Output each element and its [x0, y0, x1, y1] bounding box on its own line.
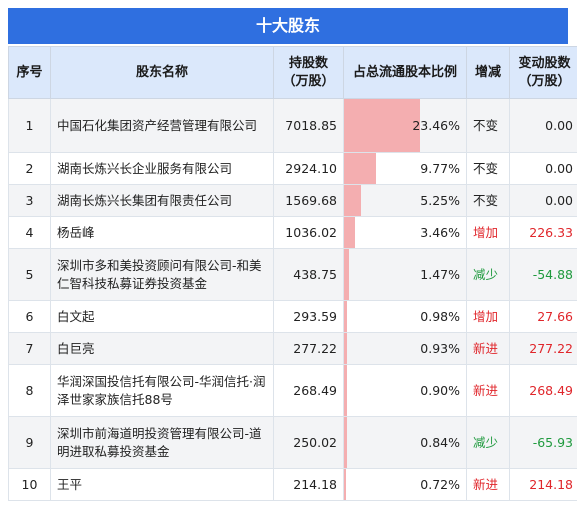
shareholder-name: 杨岳峰 [50, 216, 274, 249]
ratio-bar [344, 185, 361, 216]
ratio-bar [344, 99, 420, 152]
header-ratio: 占总流通股本比例 [343, 46, 467, 99]
ratio-cell: 5.25% [343, 184, 467, 217]
table-row: 3 湖南长炼兴长集团有限责任公司 1569.68 5.25% 不变 0.00 [8, 184, 577, 217]
shares-held: 277.22 [273, 332, 344, 365]
table-row: 8 华润深国投信托有限公司-华润信托·润泽世家家族信托88号 268.49 0.90%… [8, 364, 577, 417]
change-status: 增加 [466, 216, 510, 249]
change-status: 新进 [466, 332, 510, 365]
table-title: 十大股东 [8, 8, 568, 44]
ratio-cell: 3.46% [343, 216, 467, 249]
change-shares: 277.22 [509, 332, 577, 365]
shares-held: 1036.02 [273, 216, 344, 249]
shares-held: 1569.68 [273, 184, 344, 217]
shareholder-name: 王平 [50, 468, 274, 501]
shares-held: 293.59 [273, 300, 344, 333]
ratio-cell: 0.93% [343, 332, 467, 365]
shares-held: 438.75 [273, 248, 344, 301]
change-shares: 0.00 [509, 152, 577, 185]
ratio-cell: 9.77% [343, 152, 467, 185]
ratio-value: 5.25% [420, 192, 460, 208]
change-status: 增加 [466, 300, 510, 333]
change-status: 新进 [466, 364, 510, 417]
shares-held: 2924.10 [273, 152, 344, 185]
row-index: 2 [8, 152, 51, 185]
header-change-shares: 变动股数 （万股） [509, 46, 577, 99]
ratio-bar [344, 417, 347, 468]
change-shares: 27.66 [509, 300, 577, 333]
change-shares: 226.33 [509, 216, 577, 249]
header-change: 增减 [466, 46, 510, 99]
row-index: 10 [8, 468, 51, 501]
ratio-value: 0.84% [420, 434, 460, 450]
ratio-bar [344, 249, 349, 300]
table-row: 2 湖南长炼兴长企业服务有限公司 2924.10 9.77% 不变 0.00 [8, 152, 577, 185]
ratio-value: 0.90% [420, 382, 460, 398]
shares-held: 250.02 [273, 416, 344, 469]
ratio-value: 0.98% [420, 308, 460, 324]
change-status: 不变 [466, 184, 510, 217]
change-status: 新进 [466, 468, 510, 501]
table-row: 7 白巨亮 277.22 0.93% 新进 277.22 [8, 332, 577, 365]
shareholder-name: 深圳市前海道明投资管理有限公司-道明进取私募投资基金 [50, 416, 274, 469]
shareholder-name: 湖南长炼兴长集团有限责任公司 [50, 184, 274, 217]
ratio-cell: 0.90% [343, 364, 467, 417]
shareholder-name: 深圳市多和美投资顾问有限公司-和美仁智科技私募证券投资基金 [50, 248, 274, 301]
ratio-value: 23.46% [412, 117, 460, 133]
ratio-cell: 0.72% [343, 468, 467, 501]
ratio-cell: 0.98% [343, 300, 467, 333]
change-shares: 214.18 [509, 468, 577, 501]
ratio-bar [344, 469, 347, 500]
change-shares: -54.88 [509, 248, 577, 301]
shareholder-name: 白文起 [50, 300, 274, 333]
row-index: 3 [8, 184, 51, 217]
table-row: 4 杨岳峰 1036.02 3.46% 增加 226.33 [8, 216, 577, 249]
ratio-cell: 1.47% [343, 248, 467, 301]
header-shares: 持股数 （万股） [273, 46, 344, 99]
change-shares: 268.49 [509, 364, 577, 417]
header-name: 股东名称 [50, 46, 274, 99]
change-shares: 0.00 [509, 184, 577, 217]
table-row: 1 中国石化集团资产经营管理有限公司 7018.85 23.46% 不变 0.00 [8, 98, 577, 153]
row-index: 5 [8, 248, 51, 301]
table-row: 5 深圳市多和美投资顾问有限公司-和美仁智科技私募证券投资基金 438.75 1.47… [8, 248, 577, 301]
row-index: 7 [8, 332, 51, 365]
shareholder-name: 华润深国投信托有限公司-华润信托·润泽世家家族信托88号 [50, 364, 274, 417]
change-status: 不变 [466, 98, 510, 153]
ratio-bar [344, 333, 347, 364]
row-index: 1 [8, 98, 51, 153]
row-index: 8 [8, 364, 51, 417]
change-shares: -65.93 [509, 416, 577, 469]
shares-held: 214.18 [273, 468, 344, 501]
ratio-bar [344, 153, 376, 184]
table-row: 9 深圳市前海道明投资管理有限公司-道明进取私募投资基金 250.02 0.84% 减少… [8, 416, 577, 469]
row-index: 4 [8, 216, 51, 249]
change-status: 不变 [466, 152, 510, 185]
ratio-bar [344, 217, 356, 248]
ratio-bar [344, 301, 348, 332]
shareholder-name: 白巨亮 [50, 332, 274, 365]
shareholders-table: 序号 股东名称 持股数 （万股） 占总流通股本比例 增减 变动股数 （万股） 1… [8, 46, 577, 501]
ratio-value: 0.93% [420, 340, 460, 356]
shares-held: 7018.85 [273, 98, 344, 153]
ratio-bar [344, 365, 347, 416]
change-status: 减少 [466, 416, 510, 469]
row-index: 6 [8, 300, 51, 333]
row-index: 9 [8, 416, 51, 469]
table-row: 6 白文起 293.59 0.98% 增加 27.66 [8, 300, 577, 333]
ratio-value: 9.77% [420, 160, 460, 176]
ratio-value: 0.72% [420, 476, 460, 492]
table-row: 10 王平 214.18 0.72% 新进 214.18 [8, 468, 577, 501]
ratio-value: 3.46% [420, 224, 460, 240]
change-shares: 0.00 [509, 98, 577, 153]
ratio-cell: 23.46% [343, 98, 467, 153]
change-status: 减少 [466, 248, 510, 301]
ratio-value: 1.47% [420, 266, 460, 282]
ratio-cell: 0.84% [343, 416, 467, 469]
shares-held: 268.49 [273, 364, 344, 417]
header-index: 序号 [8, 46, 51, 99]
shareholder-name: 中国石化集团资产经营管理有限公司 [50, 98, 274, 153]
shareholder-name: 湖南长炼兴长企业服务有限公司 [50, 152, 274, 185]
